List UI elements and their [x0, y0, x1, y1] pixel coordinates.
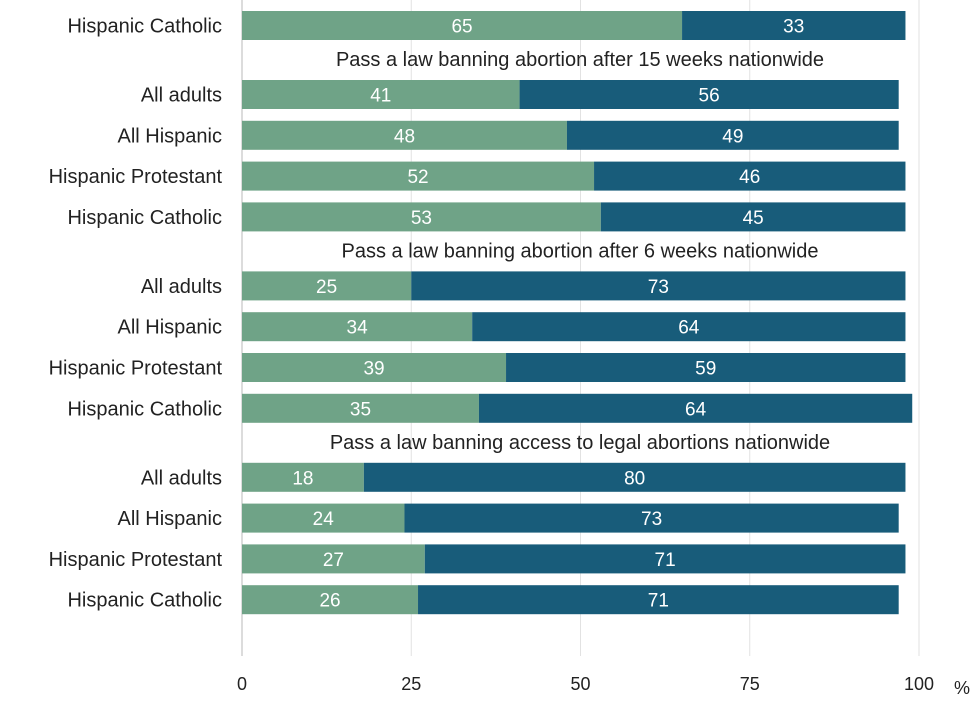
tick-label: 50: [570, 674, 590, 694]
bar-favor: [242, 202, 601, 232]
bar-oppose: [600, 202, 906, 232]
data-label: 46: [739, 167, 760, 188]
data-label: 25: [316, 277, 337, 298]
tick-label: 75: [740, 674, 760, 694]
tick-label: 25: [401, 674, 421, 694]
data-label: 56: [699, 86, 720, 107]
data-label: 71: [655, 550, 676, 571]
bar-oppose: [363, 462, 906, 492]
data-label: 64: [685, 399, 707, 420]
data-label: 24: [313, 509, 335, 530]
bar-favor: [242, 11, 683, 40]
category-label: All adults: [141, 85, 222, 107]
bar-group: Pass a law banning abortion after 6 week…: [49, 240, 913, 423]
bar-favor: [242, 161, 595, 191]
bar-oppose: [411, 271, 906, 301]
data-label: 53: [411, 208, 432, 229]
x-axis: 0 25 50 75 100%: [237, 674, 970, 698]
data-label: 39: [363, 359, 384, 380]
category-label: Hispanic Protestant: [49, 166, 223, 188]
bar-favor: [242, 393, 479, 423]
data-label: 65: [451, 17, 472, 38]
bar-oppose: [418, 585, 899, 615]
bar-oppose: [566, 120, 899, 150]
bar-oppose: [519, 80, 899, 109]
unit-label: %: [954, 678, 970, 698]
category-label: All Hispanic: [118, 125, 222, 147]
data-label: 71: [648, 591, 669, 612]
bar-group: Pass a law banning access to legal abort…: [49, 432, 906, 615]
bar-favor: [242, 503, 405, 533]
bar-oppose: [506, 353, 906, 382]
group-title: Pass a law banning abortion after 6 week…: [342, 240, 819, 262]
category-label: Hispanic Protestant: [49, 358, 223, 380]
data-label: 45: [743, 208, 764, 229]
category-label: Hispanic Catholic: [67, 207, 222, 229]
category-label: All Hispanic: [118, 317, 222, 339]
data-label: 18: [292, 468, 313, 489]
data-label: 41: [370, 86, 391, 107]
group-title: Pass a law banning abortion after 15 wee…: [336, 49, 824, 71]
bar-favor: [242, 80, 520, 109]
bar-oppose: [682, 11, 906, 40]
data-label: 35: [350, 399, 371, 420]
category-label: Hispanic Catholic: [67, 16, 222, 38]
bar-oppose: [404, 503, 899, 533]
data-label: 64: [678, 318, 700, 339]
data-label: 73: [641, 509, 662, 530]
bar-favor: [242, 312, 473, 342]
category-label: Hispanic Catholic: [67, 398, 222, 420]
bar-oppose: [594, 161, 906, 191]
bar-oppose: [478, 393, 913, 423]
data-label: 33: [783, 17, 804, 38]
bar-favor: [242, 544, 425, 574]
category-label: Hispanic Protestant: [49, 549, 223, 571]
chart-groups: Hispanic Catholic 65 33 Pass a law banning …: [49, 11, 913, 615]
bar-oppose: [424, 544, 906, 574]
data-label: 52: [407, 167, 428, 188]
data-label: 73: [648, 277, 669, 298]
tick-label: 0: [237, 674, 247, 694]
data-label: 34: [347, 318, 369, 339]
group-title: Pass a law banning access to legal abort…: [330, 432, 830, 454]
category-label: All Hispanic: [118, 508, 222, 530]
data-label: 80: [624, 468, 645, 489]
tick-label: 100: [904, 674, 934, 694]
data-label: 27: [323, 550, 344, 571]
bar-favor: [242, 120, 567, 150]
bar-favor: [242, 462, 364, 492]
bar-group: Pass a law banning abortion after 15 wee…: [49, 49, 906, 232]
category-label: All adults: [141, 276, 222, 298]
data-label: 59: [695, 359, 716, 380]
data-label: 48: [394, 126, 415, 147]
category-label: All adults: [141, 467, 222, 489]
data-label: 49: [722, 126, 743, 147]
data-label: 26: [319, 591, 340, 612]
bar-favor: [242, 353, 507, 382]
bar-favor: [242, 271, 412, 301]
bar-favor: [242, 585, 419, 615]
bar-group: Hispanic Catholic 65 33: [67, 11, 906, 40]
bar-oppose: [472, 312, 906, 342]
category-label: Hispanic Catholic: [67, 590, 222, 612]
